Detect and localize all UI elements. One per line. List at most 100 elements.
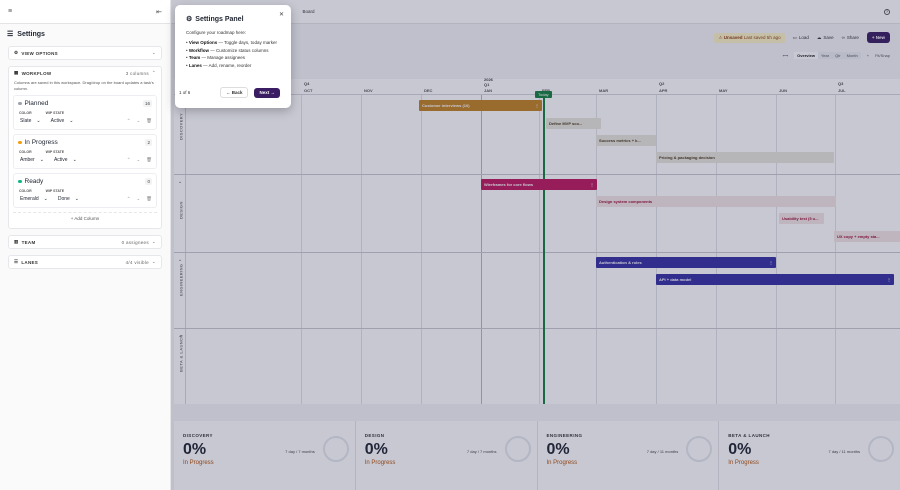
zoom-year[interactable]: Year [820,53,830,58]
close-icon[interactable]: ✕ [278,12,284,18]
move-down-icon[interactable]: ⌄ [136,118,141,123]
next-button[interactable]: Next → [254,87,280,98]
view-bar: ⟷ Overview Year Qtr Month + Fit/Snap [782,52,890,59]
team-section[interactable]: ▥ TEAM 0 assignees ⌄ [8,235,162,249]
move-up-icon[interactable]: ⌃ [126,157,131,162]
move-down-icon[interactable]: ⌄ [136,196,141,201]
task-bar[interactable]: Usability test (5 u... [779,213,824,224]
task-bar[interactable]: Design system components [596,196,836,207]
zoom-month[interactable]: Month [846,53,858,58]
popover-item: • Lanes — Add, rename, reorder [186,62,252,68]
month-tick: DEC [424,88,433,93]
column-state-select[interactable]: Done ⌄ [56,195,81,203]
column-name[interactable]: In Progress [24,139,58,146]
column-color-dot [18,140,22,145]
new-button[interactable]: + New [866,32,890,43]
popover-list: • View Options — Toggle days, today mark… [186,39,280,69]
task-action-icon[interactable]: ⋮ [590,182,594,187]
column-name[interactable]: Planned [24,100,49,107]
popover-item-desc: — Customize status columns [209,47,269,53]
help-icon[interactable]: ? [884,8,890,15]
workflow-icon: ▦ [14,70,19,75]
lanes-section[interactable]: ☰ LANES 4/4 visible ⌄ [8,255,162,269]
task-action-icon[interactable]: ⋮ [769,260,773,265]
task-action-icon[interactable]: ⋮ [887,277,891,282]
chevron-down-icon[interactable]: ⌄ [151,50,156,55]
move-up-icon[interactable]: ⌃ [126,196,131,201]
task-bar[interactable]: Authentication & roles ⋮ [596,257,776,268]
workflow-column-in-progress: In Progress 2 COLOR WIP STATE Amber ⌄ Acti… [13,134,157,169]
arrows-icon[interactable]: ⟷ [782,53,789,58]
move-down-icon[interactable]: ⌄ [136,157,141,162]
column-color-select[interactable]: Slate ⌄ [18,117,43,125]
column-state-select[interactable]: Active ⌄ [52,156,79,164]
zoom-qtr[interactable]: Qtr [835,53,841,58]
workflow-label: WORKFLOW [21,70,52,76]
plus-icon[interactable]: + [866,53,870,58]
workflow-column-ready: Ready 0 COLOR WIP STATE Emerald ⌄ Done ⌄ ⌃ ⌄… [13,173,157,208]
fit-snap-button[interactable]: Fit/Snap [875,53,890,58]
tab-board[interactable]: Board [302,9,315,14]
chevron-down-icon[interactable]: ⌄ [178,333,183,339]
workflow-header[interactable]: ▦ WORKFLOW 3 columns ⌃ [9,67,161,79]
task-bar[interactable]: Pricing & packaging decision [656,152,834,163]
task-bar[interactable]: Wireframes for core flows ⋮ [481,179,597,190]
chevron-up-icon[interactable]: ⌃ [151,70,156,75]
month-tick: FEB [542,88,550,93]
month-tick: OCT [304,88,313,93]
tour-overlay[interactable] [171,0,900,490]
add-column-button[interactable]: + Add Column [13,212,157,225]
column-count: 16 [142,100,152,107]
lane-design: ⌄ DESIGN [174,175,900,253]
column-state-select[interactable]: Active ⌄ [49,117,76,125]
last-saved-note: Last saved 5h ago [743,34,781,40]
popover-item-key: Workflow [188,47,209,53]
collapse-sidebar-icon[interactable]: ⇤ [156,8,162,16]
chevron-down-icon[interactable]: ⌄ [151,239,156,244]
trash-icon[interactable]: 🗑 [146,196,152,201]
color-label: COLOR [19,189,32,193]
zoom-overview[interactable]: Overview [794,52,818,59]
back-button[interactable]: ← Back [219,87,249,98]
task-bar[interactable]: API + data model ⋮ [656,274,894,285]
menu-icon[interactable]: ≡ [8,8,13,15]
share-button[interactable]: ∞ Share [842,35,859,40]
month-tick: NOV [364,88,373,93]
task-bar[interactable]: UX copy + empty sta... [834,231,900,242]
lane-header[interactable]: ⌄ BETA & LAUNCH [174,329,186,404]
task-bar[interactable]: Customer interviews (10) ⋮ [419,100,542,111]
column-color-select[interactable]: Emerald ⌄ [18,195,50,203]
column-color-value: Slate [20,118,32,124]
popover-item-desc: — Manage assignees [200,55,246,60]
summary-duration: 7 day / 11 months [646,449,679,454]
trash-icon[interactable]: 🗑 [146,157,152,162]
summary-percent: 0% [728,441,752,458]
view-options-section[interactable]: ⚙ VIEW OPTIONS ⌄ [8,46,162,60]
summary-card-engineering: ENGINEERING 0% In Progress 7 day / 11 mo… [536,421,719,490]
load-button[interactable]: ▭ Load [793,35,809,41]
task-bar[interactable]: Define MVP sco... [546,118,601,129]
summary-percent: 0% [183,441,207,458]
grid-line [776,95,777,404]
task-label: Success metrics + k... [599,138,641,143]
lane-header[interactable]: ⌄ DESIGN [174,175,186,252]
chevron-down-icon[interactable]: ⌄ [178,179,183,185]
unsaved-badge: ⚠ Unsaved Last saved 5h ago [714,32,785,43]
summary-duration: 7 day / 7 months [285,449,315,454]
sidebar-title: ☰ Settings [0,24,170,44]
save-button[interactable]: ☁ Save [817,35,834,41]
task-label: API + data model [659,277,692,282]
zoom-selector: Overview Year Qtr Month [794,52,861,59]
chevron-down-icon[interactable]: ⌄ [178,257,183,263]
move-up-icon[interactable]: ⌃ [126,118,131,123]
task-action-icon[interactable]: ⋮ [535,103,539,108]
today-marker-line [543,93,545,404]
column-color-select[interactable]: Amber ⌄ [18,156,46,164]
task-bar[interactable]: Success metrics + k... [596,135,656,146]
lanes-icon: ☰ [14,259,19,264]
column-name[interactable]: Ready [24,178,44,185]
trash-icon[interactable]: 🗑 [146,118,152,123]
chevron-down-icon[interactable]: ⌄ [151,259,156,264]
lane-header[interactable]: ⌄ ENGINEERING [174,253,186,328]
wip-state-label: WIP STATE [45,111,65,115]
